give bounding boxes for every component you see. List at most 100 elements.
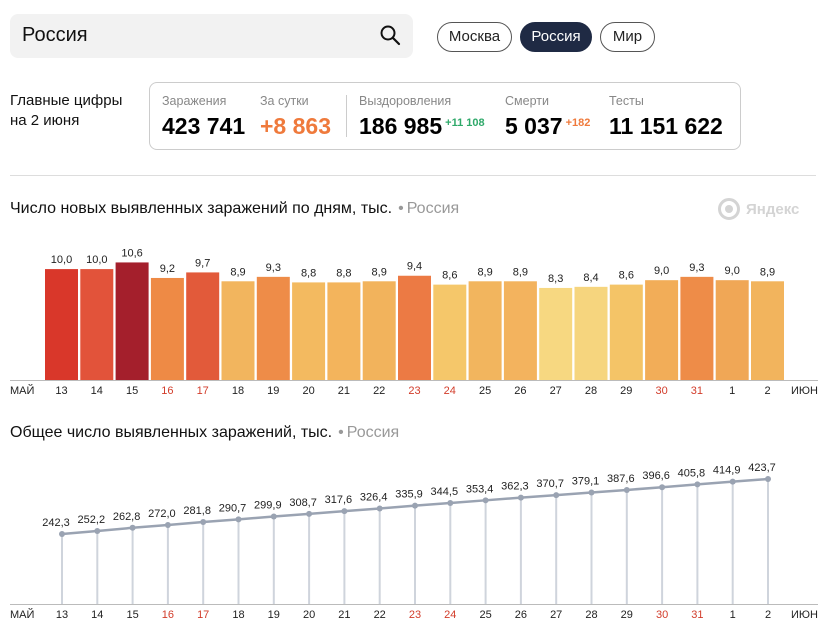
bar-value-label: 9,7 xyxy=(195,257,210,269)
point-value-label: 262,8 xyxy=(113,511,141,523)
stat-value: 423 741 xyxy=(162,113,246,139)
bar-value-label: 9,0 xyxy=(725,265,740,277)
stat-value: 186 985 xyxy=(359,113,443,139)
stats-card: Заражения 423 741 За сутки +8 863 Выздор… xyxy=(149,82,741,150)
x-tick-label: 1 xyxy=(730,609,736,621)
bar-value-label: 8,9 xyxy=(372,266,387,278)
data-point xyxy=(482,497,489,504)
x-tick-label: 25 xyxy=(479,609,491,621)
x-tick-label: 15 xyxy=(126,609,138,621)
month-label-end: ИЮН xyxy=(791,385,818,397)
x-tick-label: 28 xyxy=(585,385,597,397)
bar xyxy=(150,277,184,380)
x-tick-label: 31 xyxy=(691,609,703,621)
data-point xyxy=(59,531,65,537)
summary-title: Главные цифры на 2 июня xyxy=(10,92,123,129)
data-point xyxy=(164,521,171,528)
x-tick-label: 2 xyxy=(765,609,771,621)
yandex-logo-text: Яндекс xyxy=(746,200,800,218)
bar-value-label: 8,9 xyxy=(513,266,528,278)
data-point xyxy=(623,486,630,493)
x-tick-label: 26 xyxy=(515,609,527,621)
point-value-label: 379,1 xyxy=(572,476,600,488)
point-value-label: 387,6 xyxy=(607,473,635,485)
bar xyxy=(680,276,714,380)
data-point xyxy=(765,476,771,482)
x-tick-label: 23 xyxy=(408,385,420,397)
x-tick-label: 22 xyxy=(373,385,385,397)
bar xyxy=(45,269,78,380)
x-tick-label: 18 xyxy=(232,385,244,397)
data-point xyxy=(694,481,701,488)
x-tick-label: 2 xyxy=(764,385,770,397)
x-tick-label: 29 xyxy=(620,385,632,397)
chart-title: Число новых выявленных заражений по дням… xyxy=(10,200,460,217)
data-point xyxy=(729,478,736,485)
x-tick-label: 27 xyxy=(550,609,562,621)
divider xyxy=(10,175,816,176)
x-tick-label: 24 xyxy=(444,385,456,397)
data-point xyxy=(588,489,595,496)
bar xyxy=(292,282,326,380)
x-tick-label: 14 xyxy=(91,385,103,397)
x-tick-label: 21 xyxy=(338,385,350,397)
point-value-label: 299,9 xyxy=(254,500,282,512)
tab-russia[interactable]: Россия xyxy=(520,22,592,52)
point-value-label: 308,7 xyxy=(289,497,317,509)
x-tick-label: 19 xyxy=(267,385,279,397)
tab-world[interactable]: Мир xyxy=(600,22,655,52)
point-value-label: 335,9 xyxy=(395,489,423,501)
bar-value-label: 8,6 xyxy=(619,270,634,282)
bar-value-label: 9,4 xyxy=(407,261,422,273)
point-value-label: 344,5 xyxy=(431,486,459,498)
yandex-logo-icon xyxy=(718,198,740,220)
point-value-label: 414,9 xyxy=(713,465,741,477)
month-label-end: ИЮН xyxy=(791,609,818,621)
point-value-label: 353,4 xyxy=(466,483,494,495)
bar-value-label: 8,8 xyxy=(301,267,316,279)
point-value-label: 317,6 xyxy=(325,494,353,506)
search-value: Россия xyxy=(22,24,88,46)
bar-value-label: 8,9 xyxy=(230,266,245,278)
x-tick-label: 17 xyxy=(197,385,209,397)
point-value-label: 242,3 xyxy=(42,517,70,529)
point-value-label: 362,3 xyxy=(501,481,529,493)
bar-value-label: 10,0 xyxy=(51,254,72,266)
bar xyxy=(609,284,643,380)
x-tick-label: 19 xyxy=(268,609,280,621)
bar-value-label: 9,3 xyxy=(266,262,281,274)
data-point xyxy=(341,508,348,515)
x-tick-label: 16 xyxy=(162,609,174,621)
bar-value-label: 8,4 xyxy=(583,272,598,284)
stat-label: Выздоровления xyxy=(359,94,452,108)
chart-subtitle: Россия xyxy=(346,424,400,441)
x-tick-label: 14 xyxy=(91,609,103,621)
search-input[interactable]: Россия xyxy=(10,14,413,58)
bar xyxy=(468,281,502,380)
tab-moscow[interactable]: Москва xyxy=(437,22,512,52)
chart-title-text: Число новых выявленных заражений по дням… xyxy=(10,200,393,217)
x-tick-label: 22 xyxy=(374,609,386,621)
data-point xyxy=(412,502,418,509)
bar-value-label: 9,3 xyxy=(689,262,704,274)
x-tick-label: 23 xyxy=(409,609,421,621)
search-icon[interactable] xyxy=(379,24,401,46)
stat-label: За сутки xyxy=(260,94,309,108)
x-tick-label: 21 xyxy=(338,609,350,621)
x-tick-label: 25 xyxy=(479,385,491,397)
data-point xyxy=(659,484,666,491)
bar xyxy=(256,276,290,380)
x-tick-label: 15 xyxy=(126,385,138,397)
x-tick-label: 30 xyxy=(656,609,668,621)
bar xyxy=(574,286,608,380)
bar xyxy=(80,269,114,380)
x-tick-label: 24 xyxy=(444,609,456,621)
data-point xyxy=(447,500,454,507)
point-value-label: 252,2 xyxy=(78,514,106,526)
month-label-start: МАЙ xyxy=(10,608,34,621)
stat-label: Заражения xyxy=(162,94,227,108)
bar-value-label: 10,6 xyxy=(121,247,142,259)
point-value-label: 423,7 xyxy=(748,462,776,474)
x-tick-label: 20 xyxy=(302,385,314,397)
total-cases-line-chart: 242,3 13 252,2 14 262,8 15 272,0 16 281,8 17 290,7… xyxy=(10,462,818,621)
